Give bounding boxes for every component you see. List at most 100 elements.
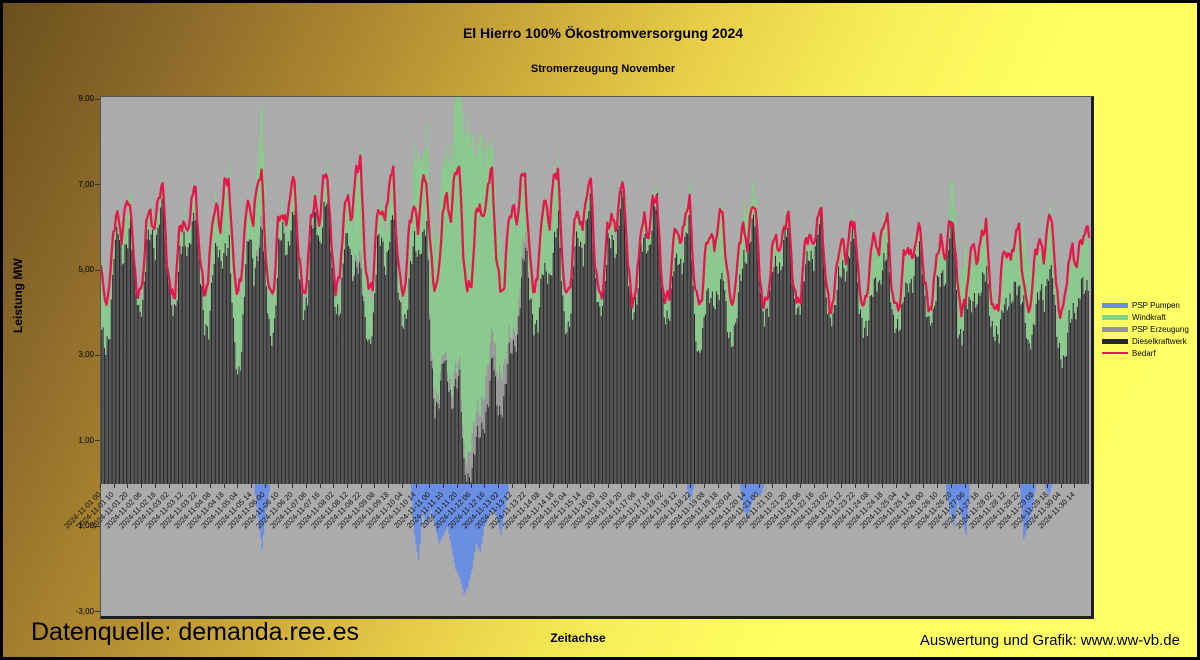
x-tick-mark xyxy=(744,484,746,488)
x-tick-mark xyxy=(429,484,431,488)
y-tick-mark xyxy=(95,98,100,100)
x-tick-mark xyxy=(1074,484,1076,488)
legend-label: Bedarf xyxy=(1132,348,1156,358)
legend-item: Dieselkraftwerk xyxy=(1102,335,1189,347)
psp-pumpen-bars xyxy=(254,484,1052,595)
x-tick-mark xyxy=(758,484,760,488)
x-tick-mark xyxy=(374,484,376,488)
legend-item: PSP Erzeugung xyxy=(1102,323,1189,335)
x-tick-mark xyxy=(991,484,993,488)
x-tick-mark xyxy=(511,484,513,488)
x-tick-mark xyxy=(909,484,911,488)
x-tick-mark xyxy=(566,484,568,488)
x-tick-mark xyxy=(333,484,335,488)
x-tick-mark xyxy=(237,484,239,488)
x-tick-mark xyxy=(648,484,650,488)
legend: PSP Pumpen Windkraft PSP Erzeugung Dieselkr… xyxy=(1102,299,1189,359)
chart-canvas xyxy=(101,97,1091,595)
legend-swatch-icon xyxy=(1102,352,1128,354)
x-tick-mark xyxy=(223,484,225,488)
x-tick-mark xyxy=(895,484,897,488)
x-tick-mark xyxy=(731,484,733,488)
x-tick-mark xyxy=(388,484,390,488)
x-axis-title: Zeitachse xyxy=(550,631,606,645)
x-tick-mark xyxy=(360,484,362,488)
x-tick-mark xyxy=(264,484,266,488)
legend-item: PSP Pumpen xyxy=(1102,299,1189,311)
x-tick-mark xyxy=(292,484,294,488)
x-tick-mark xyxy=(154,484,156,488)
y-tick-mark xyxy=(95,440,100,442)
x-tick-mark xyxy=(964,484,966,488)
x-tick-mark xyxy=(456,484,458,488)
legend-label: PSP Pumpen xyxy=(1132,300,1180,310)
x-tick-mark xyxy=(209,484,211,488)
x-tick-mark xyxy=(141,484,143,488)
bedarf-line xyxy=(101,154,1091,319)
dieselkraftwerk-bars xyxy=(101,183,1089,484)
legend-label: Windkraft xyxy=(1132,312,1166,322)
x-tick-mark xyxy=(552,484,554,488)
data-source-note: Datenquelle: demanda.ree.es xyxy=(31,618,360,646)
y-tick-mark xyxy=(95,184,100,186)
y-tick-label: 7,00 xyxy=(78,179,94,189)
chart-subtitle: Stromerzeugung November xyxy=(530,63,676,75)
x-tick-mark xyxy=(182,484,184,488)
x-tick-mark xyxy=(127,484,129,488)
x-tick-mark xyxy=(854,484,856,488)
x-tick-mark xyxy=(539,484,541,488)
x-tick-mark xyxy=(319,484,321,488)
x-tick-mark xyxy=(594,484,595,488)
y-tick-label: 9,00 xyxy=(78,94,94,104)
y-tick-label: -1,00 xyxy=(75,521,94,531)
credit-note: Auswertung und Grafik: www.ww-vb.de xyxy=(919,632,1180,649)
x-tick-mark xyxy=(100,484,101,488)
x-tick-mark xyxy=(923,484,925,488)
x-tick-mark xyxy=(635,484,637,488)
legend-swatch-icon xyxy=(1102,326,1128,332)
y-tick-mark xyxy=(95,354,100,356)
plot-area xyxy=(100,96,1094,619)
legend-label: Dieselkraftwerk xyxy=(1132,336,1187,346)
x-tick-mark xyxy=(676,484,678,488)
y-tick-label: 5,00 xyxy=(78,265,94,275)
x-tick-mark xyxy=(113,484,115,488)
x-tick-mark xyxy=(196,484,198,488)
x-tick-mark xyxy=(841,484,842,488)
x-tick-mark xyxy=(484,484,486,488)
legend-item: Bedarf xyxy=(1102,347,1189,359)
x-tick-mark xyxy=(882,484,884,488)
x-tick-mark xyxy=(690,484,692,488)
y-tick-label: 1,00 xyxy=(78,435,94,445)
x-tick-mark xyxy=(443,484,445,488)
x-tick-mark xyxy=(1005,484,1007,488)
y-tick-mark xyxy=(95,525,100,527)
x-tick-mark xyxy=(1033,484,1035,488)
x-tick-mark xyxy=(525,484,527,488)
x-tick-mark xyxy=(813,484,815,488)
legend-item: Windkraft xyxy=(1102,311,1189,323)
x-tick-mark xyxy=(607,484,609,488)
x-tick-mark xyxy=(703,484,705,488)
page-title: El Hierro 100% Ökostromversorgung 2024 xyxy=(462,25,744,41)
x-tick-mark xyxy=(786,484,788,488)
x-tick-mark xyxy=(937,484,939,488)
x-tick-mark xyxy=(305,484,307,488)
x-tick-mark xyxy=(799,484,801,488)
legend-swatch-icon xyxy=(1102,338,1128,344)
x-tick-mark xyxy=(278,484,280,488)
y-tick-label: -3,00 xyxy=(75,606,94,616)
x-tick-mark xyxy=(497,484,499,488)
legend-swatch-icon xyxy=(1102,302,1128,308)
x-tick-mark xyxy=(717,484,719,488)
legend-swatch-icon xyxy=(1102,314,1128,320)
x-tick-mark xyxy=(168,484,170,488)
x-tick-mark xyxy=(415,484,417,488)
x-tick-mark xyxy=(401,484,403,488)
x-tick-mark xyxy=(827,484,829,488)
y-tick-mark xyxy=(95,611,100,612)
x-tick-mark xyxy=(662,484,664,488)
x-tick-mark xyxy=(347,484,348,488)
x-tick-mark xyxy=(950,484,952,488)
